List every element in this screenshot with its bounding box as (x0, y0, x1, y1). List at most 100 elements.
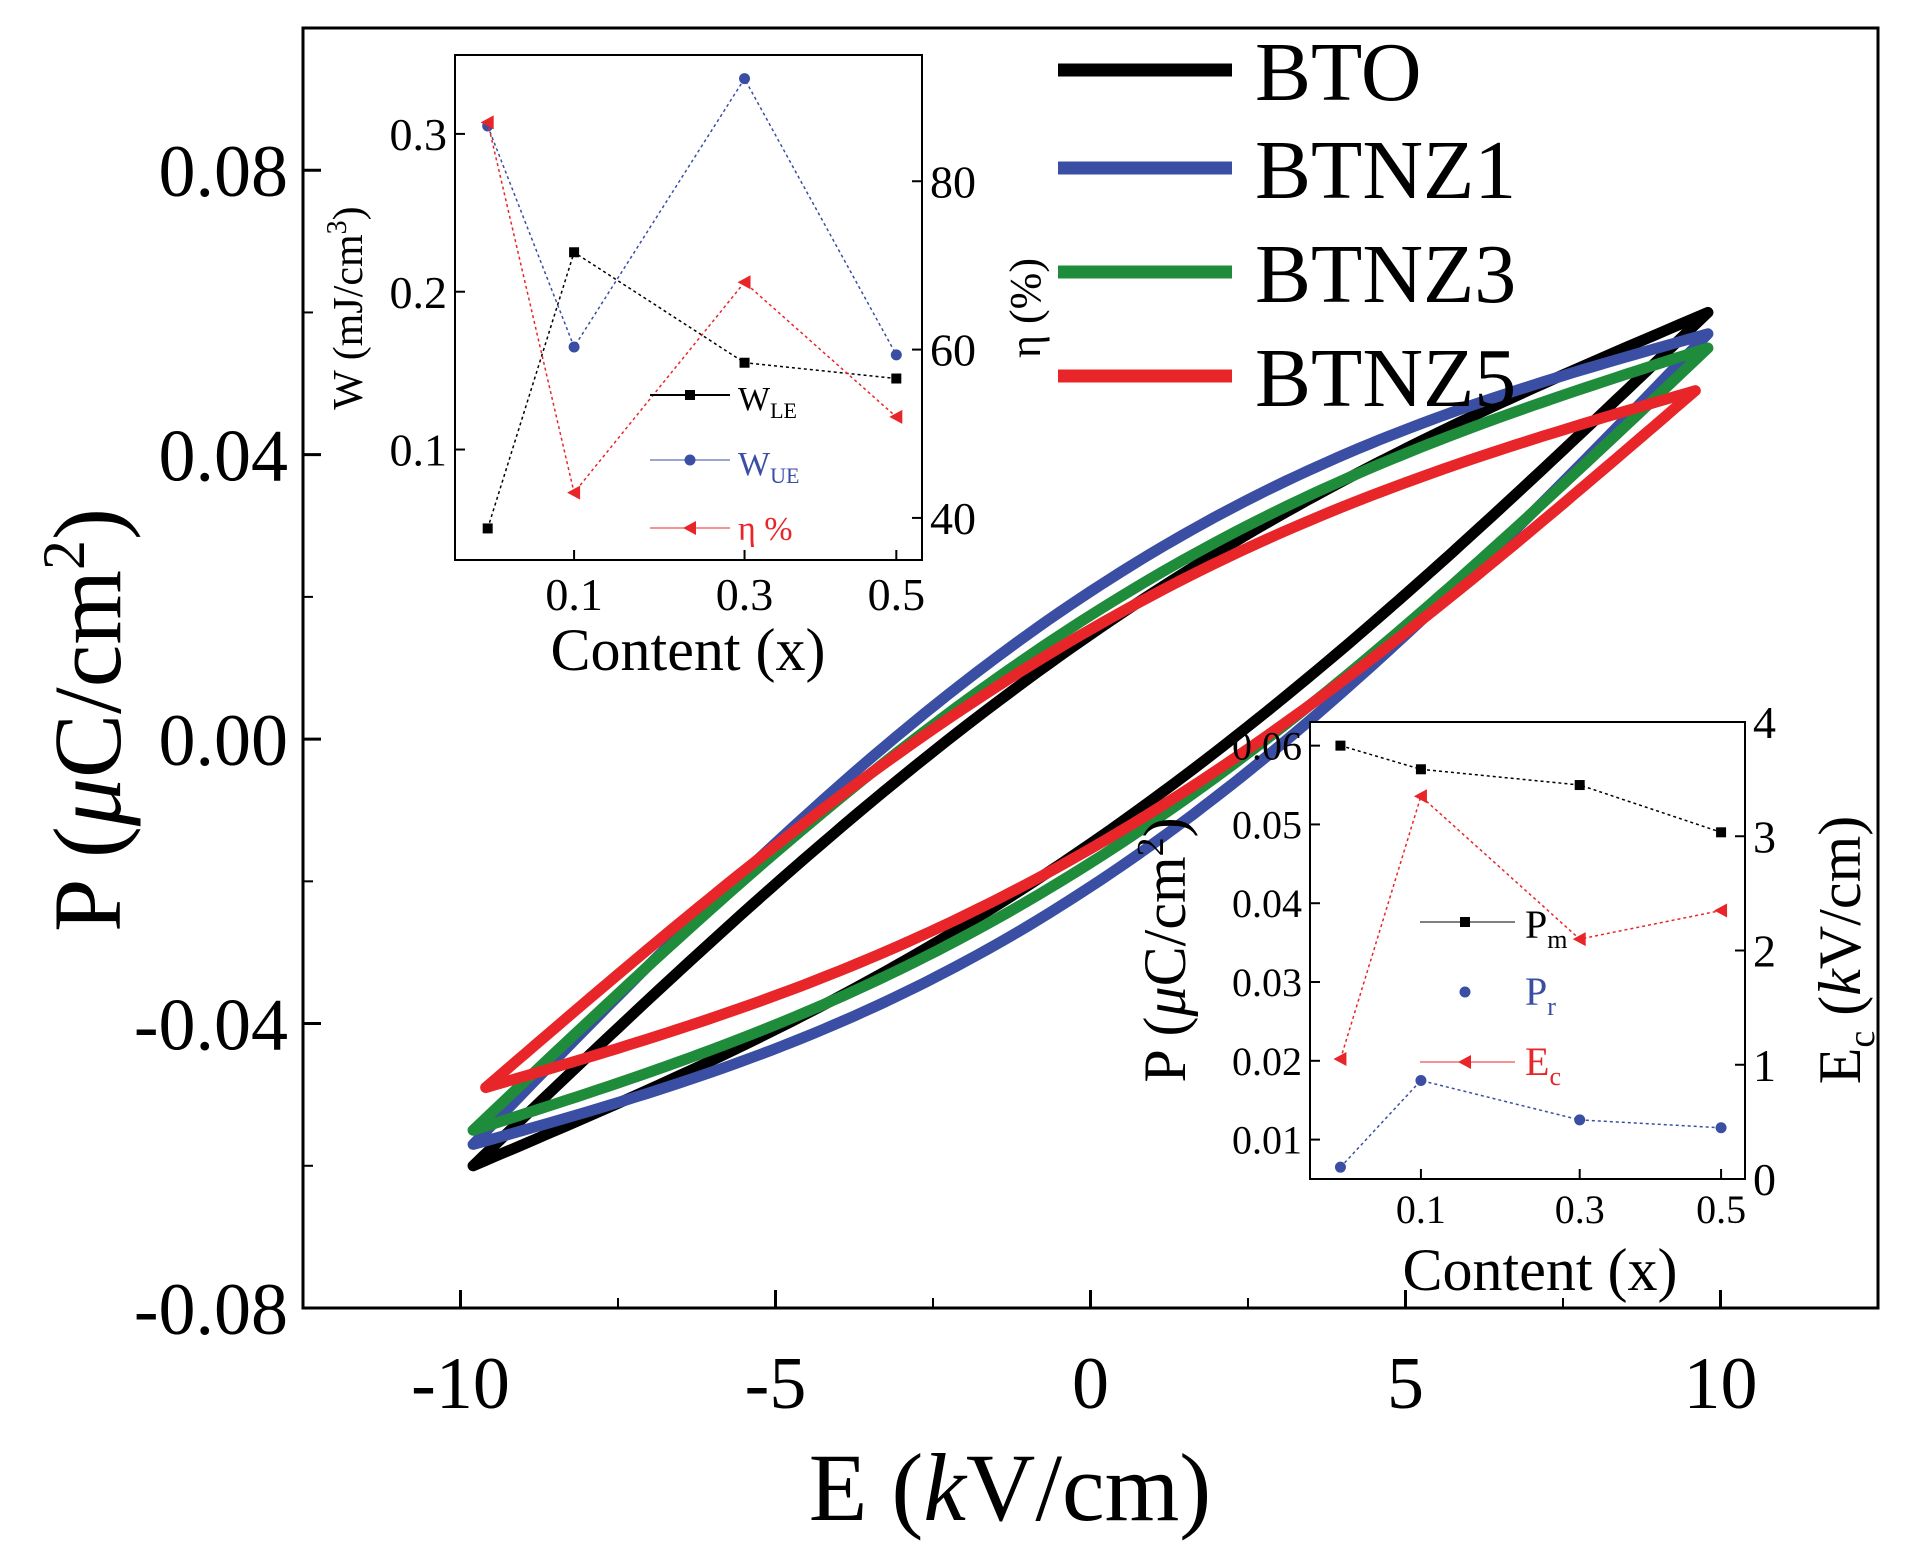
inset-right-tick-label: 2 (1753, 926, 1776, 977)
inset-data-point (567, 485, 581, 500)
inset-data-point (1333, 1052, 1347, 1067)
inset-data-point (1572, 932, 1586, 947)
inset-right-tick-label: 3 (1753, 811, 1776, 862)
inset1-frame (454, 54, 923, 561)
inset2-legend-marker-pr (1459, 986, 1471, 998)
inset-series-line (486, 122, 897, 495)
inset1-legend-marker-eta (683, 521, 696, 535)
legend-label-btnz3: BTNZ3 (1255, 228, 1516, 321)
main-x-axis-label: E (kV/cm) (809, 1434, 1211, 1541)
inset2-legend-label-pm: Pm (1525, 902, 1567, 954)
inset-x-tick-label: 0.3 (1555, 1187, 1605, 1232)
inset-right-tick-label: 60 (930, 325, 976, 376)
inset-polarization: 0.1 0.3 0.5 0.01 0.02 0.03 0.04 0.05 0.06 0 1 2 3 4 C… (1130, 697, 1883, 1303)
inset-right-tick-label: 80 (930, 156, 976, 207)
main-y-tick-label: 0.08 (159, 131, 289, 213)
inset2-frame (1309, 721, 1746, 1180)
inset-data-point (1334, 1161, 1346, 1173)
inset-left-tick-label: 0.3 (390, 109, 448, 160)
inset-x-tick-label: 0.1 (545, 569, 603, 620)
main-y-tick-label: 0.00 (159, 700, 289, 782)
main-y-axis: -0.08 -0.04 0.00 0.04 0.08 (134, 27, 321, 1351)
inset2-legend-label-pr: Pr (1525, 969, 1556, 1021)
legend-label-btnz5: BTNZ5 (1255, 332, 1516, 425)
main-x-tick-label: 10 (1684, 1343, 1758, 1425)
inset-data-point (1335, 740, 1346, 751)
inset2-legend-marker-pm (1460, 917, 1470, 927)
inset-left-tick-label: 0.02 (1232, 1039, 1302, 1084)
inset-left-tick-label: 0.2 (390, 267, 448, 318)
inset-data-point (891, 373, 902, 384)
main-x-tick-label: 5 (1387, 1343, 1424, 1425)
main-x-axis: -10 -5 0 5 10 (302, 1290, 1879, 1425)
inset-data-point (1574, 780, 1585, 791)
legend-label-bto: BTO (1255, 26, 1421, 119)
inset-series-line (1340, 744, 1722, 834)
inset-x-tick-label: 0.3 (716, 569, 774, 620)
inset-data-point (1415, 1075, 1427, 1087)
inset-left-tick-label: 0.06 (1232, 724, 1302, 769)
inset-data-point (739, 357, 750, 368)
inset-data-point (739, 73, 751, 85)
inset-data-point (737, 275, 751, 290)
inset-data-point (889, 409, 903, 424)
main-y-axis-label: P (μC/cm2) (31, 508, 141, 932)
main-x-tick-label: 0 (1072, 1343, 1109, 1425)
hysteresis-loops (467, 306, 1714, 1172)
inset-left-tick-label: 0.05 (1232, 802, 1302, 847)
hysteresis-loop-btnz5 (480, 385, 1701, 1094)
inset-data-point (480, 115, 494, 130)
inset-x-tick-label: 0.5 (868, 569, 926, 620)
inset-x-tick-label: 0.5 (1696, 1187, 1746, 1232)
inset-energy-storage: 0.1 0.3 0.5 0.1 0.2 0.3 40 60 80 Content (x) W (… (322, 54, 1050, 683)
main-y-tick-label: 0.04 (159, 416, 289, 498)
legend-item-bto: BTO (1058, 26, 1421, 119)
inset-data-point (1714, 903, 1728, 918)
inset-right-tick-label: 0 (1753, 1154, 1776, 1205)
legend-item-btnz5: BTNZ5 (1058, 332, 1516, 425)
inset1-left-axis-label: W (mJ/cm3) (322, 206, 372, 409)
inset-data-point (1413, 789, 1427, 804)
inset-data-point (1715, 1122, 1727, 1134)
inset1-legend-label-wle: WLE (738, 381, 797, 423)
inset1-legend-label-eta: η % (738, 511, 793, 548)
inset1-legend-marker-wue (684, 454, 696, 466)
legend-item-btnz1: BTNZ1 (1058, 124, 1516, 217)
inset2-left-axis-label: P (μC/cm2) (1130, 817, 1198, 1082)
inset2-legend: Pm Pr Ec (1420, 902, 1567, 1091)
inset-data-point (1716, 827, 1727, 838)
main-x-tick-label: -10 (411, 1343, 510, 1425)
main-legend: BTO BTNZ1 BTNZ3 BTNZ5 (1058, 26, 1516, 425)
inset2-right-axis-label: Ec (kV/cm) (1807, 816, 1883, 1084)
inset1-x-axis-label: Content (x) (551, 617, 826, 683)
inset-series-line (1339, 1079, 1722, 1168)
inset-data-point (568, 341, 580, 353)
legend-item-btnz3: BTNZ3 (1058, 228, 1516, 321)
inset1-legend: WLE WUE η % (650, 381, 799, 548)
inset-left-tick-label: 0.01 (1232, 1118, 1302, 1163)
inset-right-tick-label: 40 (930, 493, 976, 544)
inset-right-tick-label: 4 (1753, 697, 1776, 748)
legend-label-btnz1: BTNZ1 (1255, 124, 1516, 217)
main-plot: -10 -5 0 5 10 -0.08 -0.04 0.00 0.04 0.08 E (kV/c… (31, 26, 1880, 1541)
inset-data-point (1415, 764, 1426, 775)
inset1-legend-label-wue: WUE (738, 446, 799, 488)
main-y-tick-label: -0.04 (134, 985, 288, 1067)
inset-series-line (486, 251, 897, 529)
inset-data-point (890, 349, 902, 361)
inset-series-line (487, 77, 897, 356)
hysteresis-loop-btnz1 (467, 328, 1714, 1150)
inset-left-tick-label: 0.04 (1232, 881, 1302, 926)
inset-data-point (569, 247, 580, 258)
main-y-tick-label: -0.08 (134, 1269, 288, 1351)
inset2-legend-marker-ec (1458, 1055, 1471, 1069)
inset2-plot-area: 0.1 0.3 0.5 0.01 0.02 0.03 0.04 0.05 0.06 0 1 2 3 4 (1232, 697, 1776, 1232)
inset-data-point (482, 523, 493, 534)
inset1-plot-area: 0.1 0.3 0.5 0.1 0.2 0.3 40 60 80 (390, 73, 976, 620)
inset-left-tick-label: 0.1 (390, 425, 448, 476)
main-x-tick-label: -5 (745, 1343, 807, 1425)
inset-series-line (1339, 794, 1722, 1060)
inset-data-point (1574, 1114, 1586, 1126)
inset2-legend-label-ec: Ec (1525, 1039, 1561, 1091)
